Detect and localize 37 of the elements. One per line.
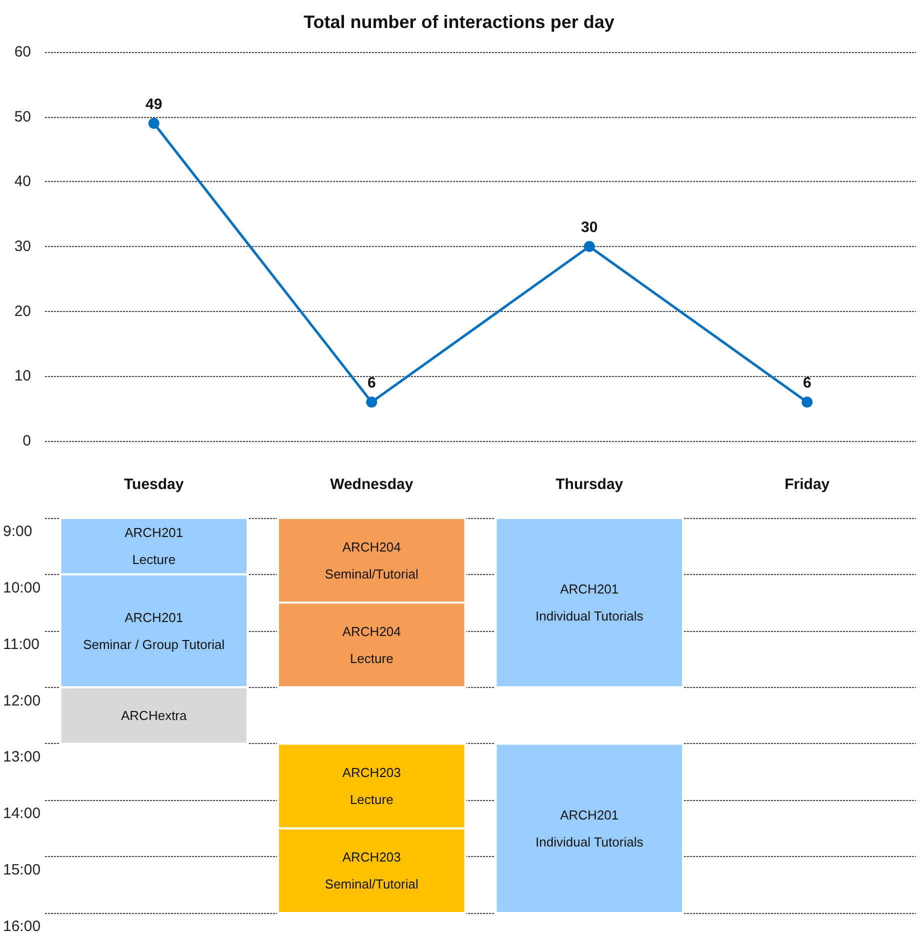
point <box>802 396 813 408</box>
y-tick-label: 50 <box>14 108 31 126</box>
data-label: 6 <box>367 374 376 392</box>
data-label: ARCH201 Lecture <box>124 525 184 568</box>
data-label: ARCH201 Seminar / Group Tutorial <box>83 610 225 652</box>
y-tick-label: 15:00 <box>3 862 41 879</box>
y-tick-label: 20 <box>14 302 31 320</box>
point <box>584 241 595 252</box>
point <box>366 396 378 408</box>
y-tick-label: 60 <box>14 44 31 60</box>
data-label: 30 <box>581 219 598 236</box>
data-label: 49 <box>146 96 162 113</box>
data-label: ARCH204 Lecture <box>342 624 401 666</box>
x-tick-label: Tuesday <box>124 476 184 493</box>
y-tick-label: 9:00 <box>3 523 32 540</box>
y-tick-label: 30 <box>14 238 31 255</box>
y-tick-label: 40 <box>14 173 31 190</box>
y-tick-label: 14:00 <box>3 805 41 822</box>
data-label: ARCH203 Seminal/Tutorial <box>324 850 418 892</box>
y-tick-label: 10:00 <box>3 579 41 596</box>
point <box>148 118 160 129</box>
data-label: ARCH203 Lecture <box>342 765 401 808</box>
y-tick-label: 0 <box>22 432 31 450</box>
y-tick-label: 16:00 <box>3 918 41 935</box>
x-tick-label: Wednesday <box>330 476 414 493</box>
y-tick-label: 12:00 <box>3 692 41 710</box>
x-tick-label: Friday <box>784 476 830 493</box>
x-tick-label: Thursday <box>556 476 624 493</box>
data-label: ARCH201 Individual Tutorials <box>536 582 644 624</box>
data-label: ARCH201 Individual Tutorials <box>536 807 644 850</box>
y-tick-label: 13:00 <box>3 748 41 766</box>
data-label: ARCH204 Seminal/Tutorial <box>324 539 418 582</box>
y-tick-label: 10 <box>14 368 31 385</box>
chart-title: Total number of interactions per day <box>304 12 614 32</box>
data-label: ARCHextra <box>121 708 188 723</box>
data-label: 6 <box>802 374 812 392</box>
y-tick-label: 11:00 <box>3 636 40 653</box>
